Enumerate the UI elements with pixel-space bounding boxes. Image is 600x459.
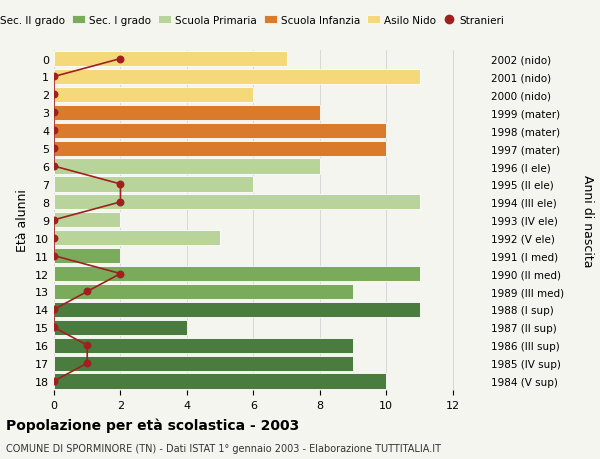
Bar	[54, 338, 353, 353]
Bar	[54, 52, 287, 67]
Point	[116, 270, 125, 278]
Point	[49, 235, 59, 242]
Bar	[54, 141, 386, 157]
Point	[116, 181, 125, 188]
Bar	[54, 302, 419, 317]
Point	[49, 252, 59, 260]
Point	[82, 342, 92, 349]
Point	[116, 199, 125, 206]
Point	[49, 127, 59, 134]
Y-axis label: Anni di nascita: Anni di nascita	[581, 174, 593, 267]
Point	[49, 109, 59, 117]
Point	[49, 378, 59, 385]
Bar	[54, 213, 121, 228]
Point	[82, 360, 92, 367]
Legend: Sec. II grado, Sec. I grado, Scuola Primaria, Scuola Infanzia, Asilo Nido, Stran: Sec. II grado, Sec. I grado, Scuola Prim…	[0, 11, 509, 30]
Bar	[54, 195, 419, 210]
Bar	[54, 106, 320, 121]
Bar	[54, 88, 253, 103]
Text: COMUNE DI SPORMINORE (TN) - Dati ISTAT 1° gennaio 2003 - Elaborazione TUTTITALIA: COMUNE DI SPORMINORE (TN) - Dati ISTAT 1…	[6, 443, 441, 453]
Bar	[54, 70, 419, 85]
Bar	[54, 248, 121, 263]
Point	[49, 306, 59, 313]
Bar	[54, 177, 253, 192]
Bar	[54, 374, 386, 389]
Bar	[54, 266, 419, 281]
Bar	[54, 356, 353, 371]
Bar	[54, 320, 187, 335]
Y-axis label: Età alunni: Età alunni	[16, 189, 29, 252]
Point	[49, 163, 59, 170]
Text: Popolazione per età scolastica - 2003: Popolazione per età scolastica - 2003	[6, 418, 299, 432]
Point	[82, 288, 92, 296]
Bar	[54, 230, 220, 246]
Point	[49, 91, 59, 99]
Bar	[54, 159, 320, 174]
Point	[49, 145, 59, 152]
Bar	[54, 284, 353, 299]
Point	[116, 56, 125, 63]
Point	[49, 324, 59, 331]
Point	[49, 73, 59, 81]
Point	[49, 217, 59, 224]
Bar	[54, 123, 386, 139]
